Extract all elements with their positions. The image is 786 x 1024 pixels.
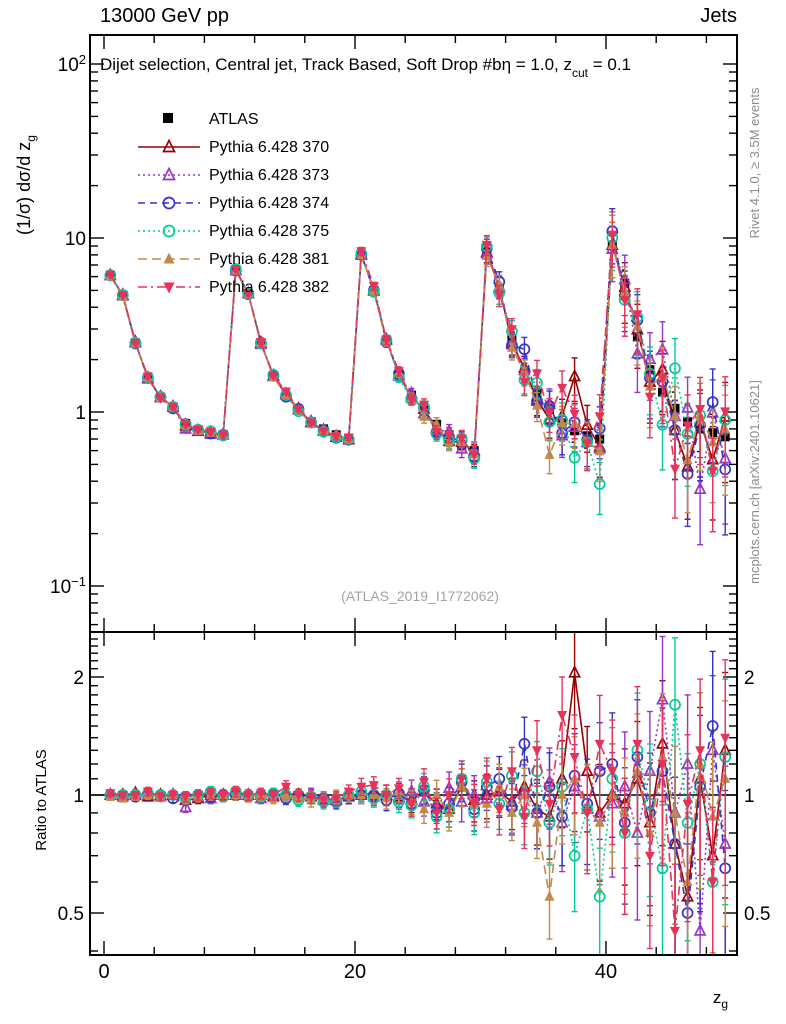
series-pythia-6-428-373-main [103, 225, 732, 546]
y-axis-label-subscript: g [24, 135, 38, 142]
observable-title: Dijet selection, Central jet, Track Base… [100, 55, 631, 80]
legend-label-pythia-382: Pythia 6.428 382 [209, 279, 329, 296]
panel-frames [89, 34, 738, 956]
y-axis-label-main: (1/σ) dσ/d zg [14, 135, 38, 235]
series-pythia-6-428-382-main [105, 211, 731, 533]
legend: ATLAS Pythia 6.428 370 Pythia 6.428 373 … [209, 111, 329, 296]
header-analysis-group: Jets [700, 5, 737, 27]
ratio-ytick-2-right: 2 [744, 668, 755, 689]
analysis-watermark: (ATLAS_2019_I1772062) [341, 588, 499, 604]
main-panel-data [103, 207, 732, 546]
ytick-1-base: 1 [75, 403, 86, 424]
ytick-100-exp: 2 [79, 52, 86, 67]
ytick-10: 10 [65, 229, 86, 250]
ytick-0p1-base: 10 [50, 577, 71, 598]
ratio-panel-data [103, 633, 732, 954]
ytick-1: 1 [75, 403, 86, 424]
legend-label-pythia-374: Pythia 6.428 374 [209, 195, 329, 212]
y-axis-label-text: (1/σ) dσ/d z [14, 142, 34, 235]
rivet-version-note: Rivet 4.1.0, ≥ 3.5M events [747, 87, 762, 238]
header-beam-energy: 13000 GeV pp [100, 5, 229, 27]
chart-labels-layer: 13000 GeV pp Jets Dijet selection, Centr… [14, 5, 770, 1011]
series-pythia-6-428-375-main [104, 214, 732, 533]
watermark-layer: (ATLAS_2019_I1772062) [341, 588, 499, 604]
ratio-ytick-05-right: 0.5 [744, 904, 770, 925]
x-axis-label-text: z [713, 988, 722, 1007]
xtick-0: 0 [98, 961, 109, 983]
legend-label-pythia-375: Pythia 6.428 375 [209, 223, 329, 240]
ytick-100: 102 [58, 52, 86, 76]
ytick-0p1: 10−1 [50, 574, 86, 598]
x-axis-label-subscript: g [721, 997, 728, 1011]
legend-label-pythia-373: Pythia 6.428 373 [209, 167, 329, 184]
x-axis-label: zg [713, 988, 728, 1011]
observable-title-main: Dijet selection, Central jet, Track Base… [100, 55, 572, 74]
chart-render-layer [89, 34, 738, 956]
series-pythia-6-428-370-main [103, 221, 732, 521]
legend-swatches [138, 113, 200, 294]
ytick-100-base: 10 [58, 55, 79, 76]
ratio-ytick-2-left: 2 [73, 668, 84, 689]
axis-ticks [90, 35, 737, 955]
legend-label-atlas: ATLAS [209, 111, 259, 128]
ytick-0p1-exp: −1 [71, 574, 86, 589]
mcplots-reference-note: mcplots.cern.ch [arXiv:2401.10621] [747, 380, 762, 584]
xtick-40: 40 [595, 961, 617, 983]
observable-title-subscript: cut [572, 66, 589, 80]
legend-label-pythia-381: Pythia 6.428 381 [209, 251, 329, 268]
legend-label-pythia-370: Pythia 6.428 370 [209, 139, 329, 156]
xtick-20: 20 [344, 961, 366, 983]
series-pythia-6-428-381-ratio [105, 692, 731, 954]
series-pythia-6-428-374-main [104, 207, 732, 536]
ytick-10-base: 10 [65, 229, 86, 250]
y-axis-label-ratio: Ratio to ATLAS [33, 749, 50, 850]
series-pythia-6-428-382-ratio [105, 659, 731, 954]
observable-title-end: = 0.1 [588, 55, 631, 74]
series-pythia-6-428-381-main [105, 221, 731, 514]
ratio-ytick-1-right: 1 [744, 786, 755, 807]
ratio-ytick-1-left: 1 [73, 786, 84, 807]
series-pythia-6-428-370-ratio [103, 633, 732, 954]
ratio-ytick-05-left: 0.5 [58, 904, 84, 925]
